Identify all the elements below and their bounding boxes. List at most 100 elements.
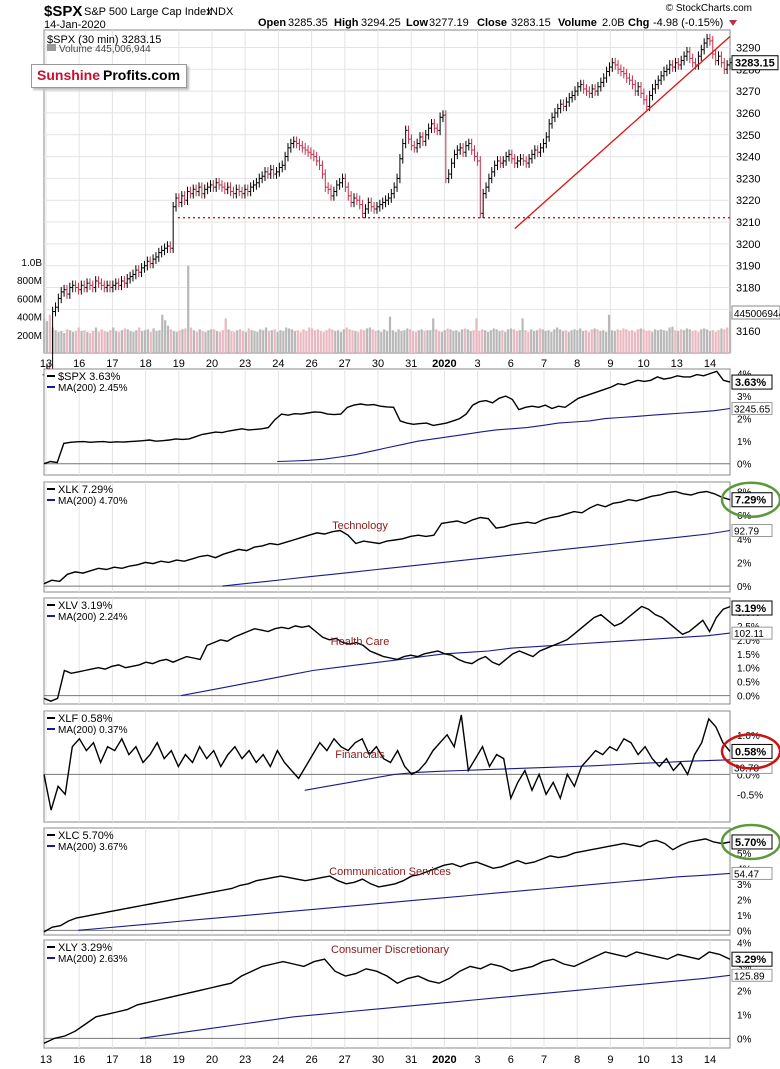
y-tick-label: 3% <box>737 962 752 973</box>
volume-bar <box>89 332 92 353</box>
ma-last-box <box>731 523 773 537</box>
volume-bar <box>207 330 210 353</box>
volume-bar <box>319 331 322 353</box>
y-tick-label: 4% <box>737 535 752 546</box>
y-tick-label: 1.0% <box>737 664 760 675</box>
volume-bar <box>374 331 377 353</box>
y-tick-label: 1% <box>737 437 752 448</box>
volume-bar <box>645 331 648 353</box>
volume-bar <box>115 331 118 353</box>
x-tick-label: 23 <box>239 1054 251 1066</box>
x-tick-label: 23 <box>239 358 251 370</box>
ma-last-box <box>731 401 773 415</box>
last-value-label: 0.58% <box>735 746 766 758</box>
ma-line <box>277 407 731 463</box>
last-price-label: 3283.15 <box>735 58 775 70</box>
ma-last-label: 92.79 <box>734 526 759 537</box>
volume-bar <box>155 331 158 353</box>
panel-frame <box>43 827 731 936</box>
ma-legend: MA(200) 0.37% <box>58 725 128 736</box>
series-line <box>43 951 731 1044</box>
volume-bar <box>328 328 331 353</box>
volume-bar <box>688 329 691 353</box>
volume-bar <box>83 330 86 353</box>
volume-bar <box>564 330 567 353</box>
ma-last-box <box>731 626 773 640</box>
ma-line <box>304 759 731 791</box>
volume-bar <box>322 332 325 353</box>
volume-bar <box>403 330 406 353</box>
volume-bar <box>66 329 69 353</box>
volume-bar <box>285 327 288 353</box>
volume-bar <box>558 329 562 353</box>
volume-bar <box>541 329 544 353</box>
x-tick-label: 27 <box>339 358 351 370</box>
volume-bar <box>469 331 472 353</box>
volume-bar <box>388 316 392 353</box>
volume-bar <box>622 328 625 353</box>
volume-bar <box>636 329 639 353</box>
volume-bar <box>135 330 138 353</box>
volume-bar <box>123 328 126 353</box>
volume-bar <box>596 329 599 353</box>
volume-bar <box>507 329 510 353</box>
volume-bar <box>677 331 680 353</box>
volume-bar <box>449 329 452 353</box>
volume-bar <box>475 318 478 353</box>
volume-bar <box>726 327 729 353</box>
y-tick-label: 0% <box>737 460 752 471</box>
x-tick-label: 9 <box>607 358 613 370</box>
volume-bar <box>362 330 366 353</box>
volume-bar <box>420 329 423 353</box>
volume-bar <box>607 314 611 353</box>
x-tick-label: 30 <box>372 1054 384 1066</box>
volume-bar <box>691 331 694 353</box>
ma-line <box>181 632 731 697</box>
volume-bar <box>561 331 565 353</box>
volume-bar <box>190 327 193 353</box>
highlight-circle <box>720 823 780 861</box>
volume-bar <box>169 329 173 353</box>
sector-annotation: Communication Services <box>329 866 451 878</box>
x-tick-label: 13 <box>671 1054 683 1066</box>
volume-bar <box>204 332 207 353</box>
volume-bar <box>161 314 164 353</box>
x-tick-label: 9 <box>607 1054 613 1066</box>
volume-bar <box>282 331 285 353</box>
volume-bar <box>348 329 351 353</box>
volume-bar <box>97 332 100 353</box>
volume-bar <box>613 331 616 353</box>
chart-date: 14-Jan-2020 <box>44 19 106 31</box>
volume-bar <box>495 329 498 353</box>
volume-bar <box>440 332 443 353</box>
volume-bar <box>694 330 697 353</box>
ma-last-label: 125.89 <box>734 971 765 982</box>
panel-5: 6%5%4%3%2%1%0%XLC 5.70%MA(200) 3.67%Comm… <box>43 823 780 937</box>
volume-bar <box>498 331 501 353</box>
volume-bar <box>651 332 654 353</box>
volume-bar <box>103 331 106 353</box>
y-tick-label: 1.5% <box>737 650 760 661</box>
volume-bar <box>224 318 227 353</box>
volume-bar <box>550 332 553 353</box>
panel-frame <box>43 481 731 593</box>
ma-legend: MA(200) 4.70% <box>58 496 128 507</box>
volume-bar <box>184 328 187 353</box>
volume-bar <box>481 329 484 353</box>
panel-1: 4%3%2%1%0%$SPX 3.63%MA(200) 2.45%3.63%32… <box>43 368 773 476</box>
x-tick-label: 31 <box>405 358 417 370</box>
panel-2: 8%6%4%2%0%XLK 7.29%MA(200) 4.70%Technolo… <box>43 481 780 593</box>
volume-bar <box>218 332 222 353</box>
volume-last-label: 445006944 <box>734 309 780 320</box>
x-tick-label: 14 <box>704 358 716 370</box>
volume-bar <box>377 330 380 353</box>
volume-bar <box>605 332 608 353</box>
panel-0: 3160317031803190320032103220323032403250… <box>17 29 780 380</box>
series-line <box>43 370 731 465</box>
volume-bar <box>486 332 490 353</box>
x-tick-label: 13 <box>40 358 52 370</box>
volume-bar <box>380 332 383 353</box>
price-tick-label: 3290 <box>736 42 760 54</box>
volume-bar <box>394 332 397 353</box>
volume-bar <box>460 329 464 353</box>
